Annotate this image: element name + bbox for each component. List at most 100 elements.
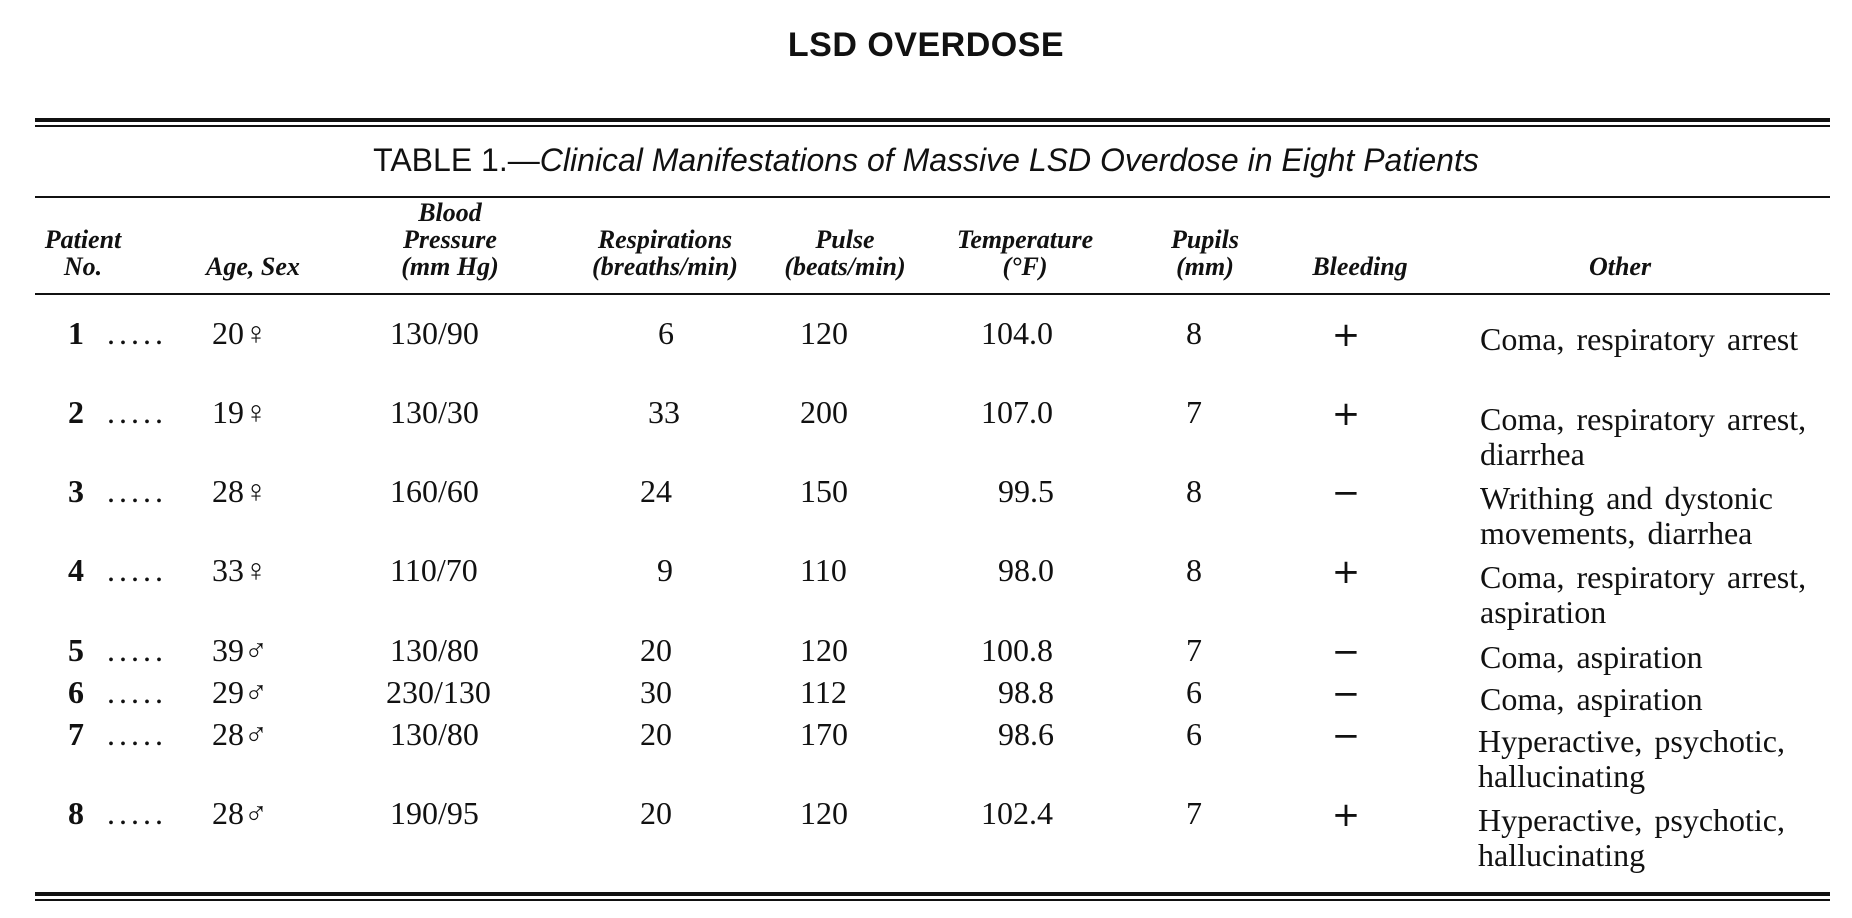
age-sex: 20♀ [212, 315, 268, 351]
pulse: 170 [800, 716, 848, 752]
age-sex: 28♀ [212, 473, 268, 509]
table-title: TABLE 1.—Clinical Manifestations of Mass… [0, 142, 1852, 179]
leader-dots: ..... [107, 632, 167, 668]
bleeding-sign: − [1331, 632, 1361, 672]
other-findings: Coma, respiratory arrest [1480, 321, 1799, 357]
leader-dots: ..... [107, 552, 167, 588]
header-pupils: Pupils (mm) [1171, 225, 1239, 281]
bleeding-sign: + [1331, 795, 1361, 835]
blood-pressure: 160/60 [390, 473, 479, 509]
other-findings: Coma, aspiration [1480, 681, 1703, 717]
header-other: Other [1588, 252, 1652, 281]
leader-dots: ..... [107, 674, 167, 710]
age-sex: 33♀ [212, 552, 268, 588]
pulse: 112 [800, 674, 847, 710]
respirations: 20 [640, 716, 672, 752]
bleeding-sign: − [1331, 473, 1361, 513]
other-findings: Coma, respiratory arrest, diarrhea [1480, 401, 1807, 472]
temperature: 104.0 [981, 315, 1053, 351]
pupils: 8 [1186, 473, 1202, 509]
temperature: 98.8 [998, 674, 1054, 710]
leader-dots: ..... [107, 394, 167, 430]
top-rule-thick [35, 118, 1830, 122]
caption-rule [35, 196, 1830, 198]
blood-pressure: 190/95 [390, 795, 479, 831]
blood-pressure: 230/130 [386, 674, 491, 710]
bleeding-sign: + [1331, 315, 1361, 355]
pulse: 120 [800, 315, 848, 351]
respirations: 20 [640, 795, 672, 831]
header-patient-no: Patient No. [44, 225, 122, 281]
patient-no: 8 [68, 795, 84, 831]
respirations: 30 [640, 674, 672, 710]
pupils: 7 [1186, 394, 1202, 430]
pupils: 7 [1186, 632, 1202, 668]
pupils: 6 [1186, 674, 1202, 710]
pulse: 200 [800, 394, 848, 430]
table-caption: Clinical Manifestations of Massive LSD O… [539, 142, 1479, 178]
temperature: 100.8 [981, 632, 1053, 668]
respirations: 24 [640, 473, 672, 509]
other-findings: Hyperactive, psychotic, hallucinating [1478, 723, 1785, 794]
other-findings: Hyperactive, psychotic, hallucinating [1478, 802, 1785, 873]
bleeding-sign: + [1331, 394, 1361, 434]
pulse: 120 [800, 795, 848, 831]
header-temperature: Temperature (°F) [956, 225, 1094, 281]
age-sex: 19♀ [212, 394, 268, 430]
bleeding-sign: − [1331, 716, 1361, 756]
bleeding-sign: + [1331, 552, 1361, 592]
age-sex: 28♂ [212, 716, 268, 752]
pulse: 110 [800, 552, 847, 588]
pupils: 6 [1186, 716, 1202, 752]
leader-dots: ..... [107, 795, 167, 831]
patient-no: 4 [68, 552, 84, 588]
age-sex: 28♂ [212, 795, 268, 831]
other-findings: Coma, respiratory arrest, aspiration [1480, 559, 1807, 630]
header-respirations: Respirations (breaths/min) [592, 225, 738, 281]
leader-dots: ..... [107, 716, 167, 752]
patient-no: 1 [68, 315, 84, 351]
respirations: 9 [657, 552, 673, 588]
pupils: 8 [1186, 315, 1202, 351]
patient-no: 6 [68, 674, 84, 710]
top-rule-thin [35, 125, 1830, 127]
patient-no: 7 [68, 716, 84, 752]
other-findings: Coma, aspiration [1480, 639, 1703, 675]
table-dash: — [507, 142, 540, 178]
header-blood-pressure: Blood Pressure (mm Hg) [401, 198, 499, 281]
pupils: 8 [1186, 552, 1202, 588]
pulse: 120 [800, 632, 848, 668]
header-bleeding: Bleeding [1312, 252, 1408, 281]
bottom-rule-thin [35, 899, 1830, 901]
leader-dots: ..... [107, 315, 167, 351]
respirations: 33 [648, 394, 680, 430]
respirations: 6 [658, 315, 674, 351]
header-rule [35, 293, 1830, 295]
temperature: 107.0 [981, 394, 1053, 430]
blood-pressure: 130/80 [390, 632, 479, 668]
header-age-sex: Age, Sex [206, 252, 300, 281]
bottom-rule-thick [35, 892, 1830, 896]
patient-no: 2 [68, 394, 84, 430]
table-label: TABLE 1. [373, 142, 508, 178]
bleeding-sign: − [1331, 674, 1361, 714]
leader-dots: ..... [107, 473, 167, 509]
pupils: 7 [1186, 795, 1202, 831]
age-sex: 39♂ [212, 632, 268, 668]
page-title: LSD OVERDOSE [787, 26, 1065, 64]
temperature: 99.5 [998, 473, 1054, 509]
pulse: 150 [800, 473, 848, 509]
blood-pressure: 130/80 [390, 716, 479, 752]
age-sex: 29♂ [212, 674, 268, 710]
temperature: 98.0 [998, 552, 1054, 588]
temperature: 98.6 [998, 716, 1054, 752]
header-pulse: Pulse (beats/min) [784, 225, 906, 281]
blood-pressure: 130/90 [390, 315, 479, 351]
blood-pressure: 130/30 [390, 394, 479, 430]
other-findings: Writhing and dystonic movements, diarrhe… [1480, 480, 1773, 551]
patient-no: 5 [68, 632, 84, 668]
respirations: 20 [640, 632, 672, 668]
patient-no: 3 [68, 473, 84, 509]
blood-pressure: 110/70 [390, 552, 478, 588]
temperature: 102.4 [981, 795, 1053, 831]
